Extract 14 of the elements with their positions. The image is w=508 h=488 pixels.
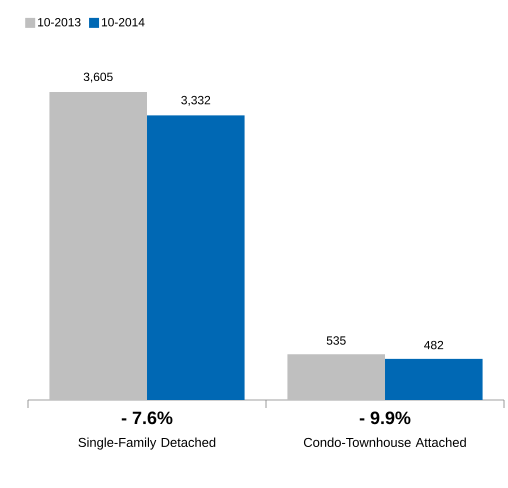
x-tick-label: Condo-Townhouse Attached [304,438,466,448]
x-tick-label: Single-Family Detached [78,438,216,450]
bar [385,358,483,400]
data-label: 3,332 [181,96,210,106]
data-label: 535 [326,336,346,345]
text: - 7.6% [122,412,172,424]
bar [49,92,148,400]
data-label: 482 [424,340,444,350]
legend-label: 10-2014 [102,18,145,26]
data-label: 3,605 [84,72,113,82]
text: - 9.9% [360,412,410,424]
bar [147,115,245,400]
legend-label: 10-2013 [38,18,81,26]
bar [287,354,386,400]
